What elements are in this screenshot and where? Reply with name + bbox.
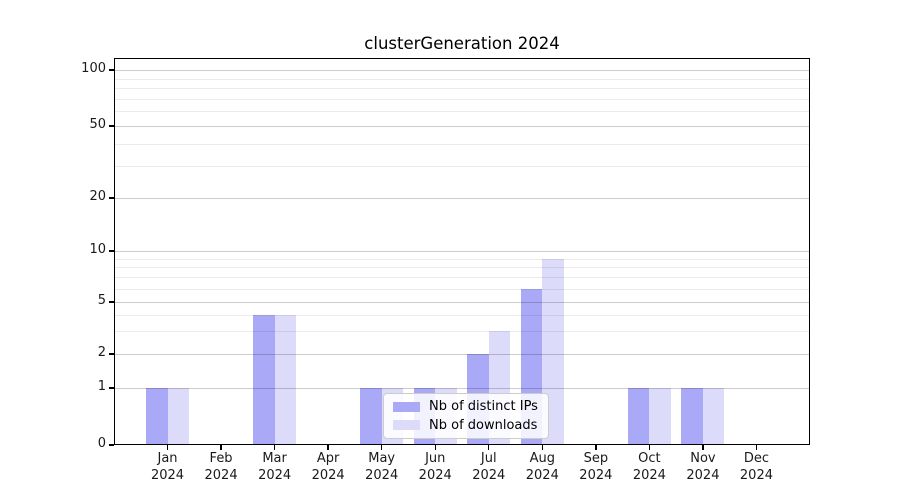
bar-jan-downloads <box>167 388 190 445</box>
legend-swatch-distinct-ips-icon <box>393 401 420 412</box>
x-tick-label: Sep 2024 <box>579 451 613 483</box>
y-tick-label: 2 <box>97 345 106 360</box>
legend-entry-distinct-ips: Nb of distinct IPs <box>390 399 542 414</box>
gridline-major <box>114 70 810 71</box>
bar-oct-downloads <box>649 388 671 445</box>
gridline-minor <box>114 111 810 113</box>
gridline-minor <box>114 330 810 332</box>
gridline-minor <box>114 143 810 145</box>
x-tick-label: Jan 2024 <box>150 451 185 483</box>
bar-mar-distinct-ips <box>253 314 275 445</box>
gridline-minor <box>114 267 810 269</box>
y-tick-mark <box>108 353 114 355</box>
y-tick-mark <box>108 197 114 199</box>
gridline-minor <box>114 78 810 80</box>
legend-entry-downloads: Nb of downloads <box>390 418 542 433</box>
gridline-minor <box>114 277 810 279</box>
gridline-minor <box>114 88 810 90</box>
x-tick-mark <box>702 445 704 450</box>
gridline-minor <box>114 314 810 316</box>
gridline-major <box>114 388 810 389</box>
y-tick-mark <box>108 444 114 446</box>
y-tick-mark <box>108 125 114 127</box>
y-tick-label: 100 <box>81 61 106 76</box>
x-tick-label: Dec 2024 <box>739 451 773 483</box>
legend: Nb of distinct IPs Nb of downloads <box>383 393 549 439</box>
gridline-major <box>114 198 810 199</box>
gridline-major <box>114 126 810 127</box>
y-tick-label: 20 <box>89 189 106 204</box>
x-tick-mark <box>166 445 169 450</box>
x-tick-mark <box>755 445 758 450</box>
legend-label-downloads: Nb of downloads <box>429 417 538 433</box>
gridline-major <box>114 302 810 303</box>
y-tick-label: 1 <box>97 379 106 394</box>
x-tick-mark <box>380 445 383 450</box>
gridline-minor <box>114 258 810 260</box>
x-tick-label: May 2024 <box>365 451 399 483</box>
chart-title: clusterGeneration 2024 <box>364 34 560 53</box>
x-tick-label: Oct 2024 <box>632 451 666 483</box>
y-tick-mark <box>108 301 114 303</box>
bar-jan-distinct-ips <box>146 388 168 445</box>
legend-swatch-downloads-icon <box>393 420 420 431</box>
gridline-minor <box>114 288 810 290</box>
x-tick-label: Jul 2024 <box>472 451 506 483</box>
x-tick-label: Feb 2024 <box>204 451 238 483</box>
x-tick-mark <box>327 445 329 450</box>
x-tick-mark <box>541 445 543 450</box>
x-tick-label: Nov 2024 <box>686 451 720 483</box>
gridline-minor <box>114 98 810 100</box>
y-tick-mark <box>108 250 114 252</box>
legend-label-distinct-ips: Nb of distinct IPs <box>429 399 538 415</box>
x-tick-label: Apr 2024 <box>311 451 345 483</box>
x-tick-mark <box>595 445 597 450</box>
y-tick-label: 50 <box>89 117 106 132</box>
x-tick-mark <box>434 445 436 450</box>
gridline-major <box>114 354 810 355</box>
x-tick-mark <box>488 445 490 450</box>
x-tick-label: Mar 2024 <box>258 451 292 483</box>
x-tick-mark <box>273 445 276 450</box>
bar-may-distinct-ips <box>360 388 382 445</box>
y-tick-label: 10 <box>89 242 106 257</box>
bar-mar-downloads <box>274 314 297 445</box>
y-tick-mark <box>108 69 114 71</box>
x-tick-mark <box>648 445 651 450</box>
gridline-minor <box>114 166 810 168</box>
y-tick-mark <box>108 387 114 389</box>
bar-oct-distinct-ips <box>627 388 650 445</box>
x-tick-label: Aug 2024 <box>525 451 559 483</box>
y-tick-label: 5 <box>97 293 106 308</box>
gridline-major <box>114 251 810 252</box>
x-tick-label: Jun 2024 <box>418 451 452 483</box>
bar-nov-distinct-ips <box>681 388 703 445</box>
bar-nov-downloads <box>702 388 725 445</box>
x-tick-mark <box>220 445 222 450</box>
y-tick-label: 0 <box>97 436 106 451</box>
